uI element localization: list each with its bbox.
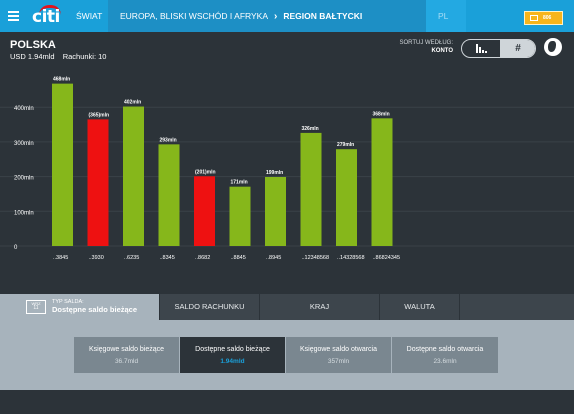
calendar-badge[interactable]: 806 xyxy=(524,11,563,25)
breadcrumb: ŚWIAT EUROPA, BLISKI WSCHÓD I AFRYKA › REG… xyxy=(64,0,466,32)
card-available-opening[interactable]: Dostępne saldo otwarcia 23.6mln xyxy=(392,337,498,373)
bar[interactable] xyxy=(52,83,73,246)
balance-type-caption: TYP SALDA: xyxy=(52,299,84,305)
sort-by-text: SORTUJ WEDŁUG: xyxy=(399,40,453,46)
bar[interactable] xyxy=(87,119,109,246)
data-label: (365)mln xyxy=(89,112,110,118)
card-book-opening[interactable]: Księgowe saldo otwarcia 357mln xyxy=(286,337,392,373)
card-value: 1.94mld xyxy=(220,358,245,365)
currency-icon-text: WRZ xyxy=(31,301,41,306)
bar[interactable] xyxy=(194,176,215,246)
data-label: (201)mln xyxy=(195,169,216,175)
account-count: Rachunki: 10 xyxy=(62,52,107,61)
calendar-icon xyxy=(530,15,538,21)
card-title: Dostępne saldo otwarcia xyxy=(406,346,484,353)
bar[interactable] xyxy=(300,132,322,246)
sort-value: KONTO xyxy=(431,48,453,54)
data-label: 368mln xyxy=(373,111,390,117)
footer xyxy=(0,390,574,414)
card-value: 357mln xyxy=(327,358,350,365)
x-tick-label: ..86824345 xyxy=(373,255,401,261)
card-title: Księgowe saldo bieżące xyxy=(88,346,165,353)
card-available-current[interactable]: Dostępne saldo bieżące 1.94mld xyxy=(180,337,286,373)
breadcrumb-country[interactable]: PL xyxy=(426,0,466,32)
breadcrumb-region[interactable]: EUROPA, BLISKI WSCHÓD I AFRYKA › REGION BA… xyxy=(108,0,426,32)
view-toggle[interactable]: # xyxy=(461,39,536,58)
y-tick-label: 0 xyxy=(14,245,18,251)
citi-logo[interactable]: citi xyxy=(32,5,61,27)
x-tick-label: ..8845 xyxy=(231,255,246,261)
bar-chart-toggle[interactable] xyxy=(462,40,500,57)
number-toggle[interactable]: # xyxy=(500,40,535,57)
bar[interactable] xyxy=(158,144,180,246)
tab-bar: WRZ 11 TYP SALDA: Dostępne saldo bieżące… xyxy=(0,294,574,320)
x-tick-label: ..3930 xyxy=(89,255,104,261)
card-title: Dostępne saldo bieżące xyxy=(195,346,270,353)
x-tick-label: ..8945 xyxy=(266,255,281,261)
data-label: 279mln xyxy=(337,142,354,148)
tab-currency[interactable]: WALUTA xyxy=(380,294,460,320)
card-value: 23.6mln xyxy=(433,358,457,365)
bar[interactable] xyxy=(229,186,251,246)
bar[interactable] xyxy=(123,106,144,246)
x-tick-label: ..8682 xyxy=(195,255,210,261)
data-label: 468mln xyxy=(53,77,70,83)
tab-balance-type[interactable]: WRZ 11 TYP SALDA: Dostępne saldo bieżące xyxy=(0,294,160,320)
tab-account-balance[interactable]: SALDO RACHUNKU xyxy=(160,294,260,320)
chevron-right-icon: › xyxy=(274,11,278,22)
breadcrumb-baltic-label[interactable]: REGION BAŁTYCKI xyxy=(283,11,363,21)
data-label: 199mln xyxy=(266,170,283,176)
balance-cards: Księgowe saldo bieżące 36.7mld Dostępne … xyxy=(74,337,499,373)
x-tick-label: ..12348568 xyxy=(302,255,330,261)
x-tick-label: ..6235 xyxy=(124,255,139,261)
y-tick-label: 200mln xyxy=(14,176,34,182)
data-label: 293mln xyxy=(160,137,177,143)
breadcrumb-emea-label[interactable]: EUROPA, BLISKI WSCHÓD I AFRYKA xyxy=(120,11,268,21)
card-book-current[interactable]: Księgowe saldo bieżące 36.7mld xyxy=(74,337,180,373)
total-balance: USD 1.94mld xyxy=(10,52,55,61)
card-value: 36.7mld xyxy=(114,358,139,365)
tab-country[interactable]: KRAJ xyxy=(260,294,380,320)
sort-label: SORTUJ WEDŁUG: KONTO xyxy=(380,39,453,55)
bar[interactable] xyxy=(336,149,357,246)
x-tick-label: ..3845 xyxy=(53,255,68,261)
x-tick-label: ..8345 xyxy=(160,255,175,261)
y-tick-label: 100mln xyxy=(14,210,34,216)
data-label: 402mln xyxy=(124,100,141,106)
data-label: 326mln xyxy=(302,126,319,132)
card-title: Księgowe saldo otwarcia xyxy=(299,346,378,353)
x-tick-label: ..14328568 xyxy=(337,255,365,261)
bar[interactable] xyxy=(265,176,286,246)
balance-type-label: TYP SALDA: Dostępne saldo bieżące xyxy=(52,299,137,313)
top-bar: citi ŚWIAT EUROPA, BLISKI WSCHÓD I AFRYK… xyxy=(0,0,574,32)
hamburger-icon[interactable] xyxy=(8,11,19,21)
bar-chart-icon xyxy=(476,44,488,53)
globe-icon[interactable] xyxy=(544,38,562,56)
y-tick-label: 400mln xyxy=(14,106,34,112)
breadcrumb-world[interactable]: ŚWIAT xyxy=(64,0,108,32)
page-subtitle: USD 1.94mld Rachunki: 10 xyxy=(10,52,112,61)
tab-empty xyxy=(460,294,574,320)
currency-icon-number: 11 xyxy=(33,305,39,311)
data-label: 171mln xyxy=(231,180,248,186)
page-title: POLSKA xyxy=(10,39,56,51)
y-tick-label: 300mln xyxy=(14,141,34,147)
bar[interactable] xyxy=(371,118,393,246)
currency-icon: WRZ 11 xyxy=(26,300,46,314)
badge-number: 806 xyxy=(543,15,552,21)
balance-bar-chart: 0 100mln 200mln 300mln 400mln 468mln ..3845 (36… xyxy=(0,77,574,261)
balance-type-value: Dostępne saldo bieżące xyxy=(52,305,138,314)
